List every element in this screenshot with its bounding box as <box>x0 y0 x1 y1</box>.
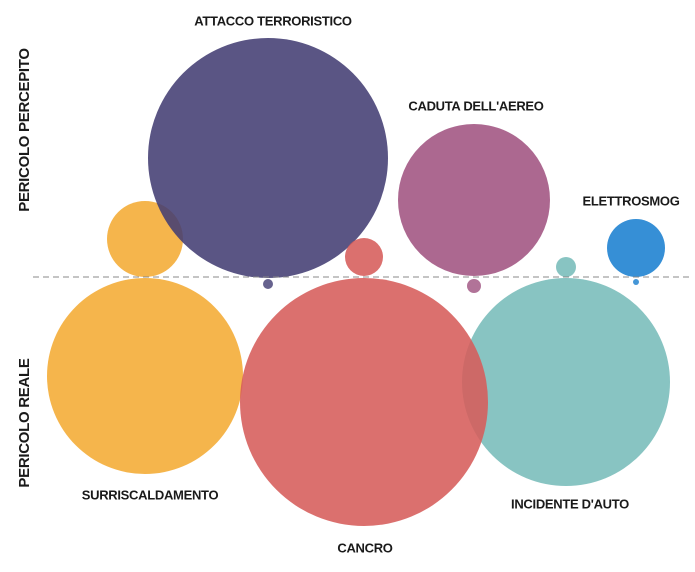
bubble-perceived <box>556 257 576 277</box>
bubble-perceived <box>345 238 383 276</box>
bubble-label: SURRISCALDAMENTO <box>82 487 219 502</box>
bubble-label: CADUTA DELL'AEREO <box>408 98 543 113</box>
bubble-real <box>633 279 639 285</box>
bubble-perceived <box>148 38 388 278</box>
bubble-perceived <box>107 201 183 277</box>
bubble-label: INCIDENTE D'AUTO <box>511 496 629 511</box>
bubble-label: CANCRO <box>337 540 392 555</box>
bubble-real <box>240 278 488 526</box>
bubble-label: ELETTROSMOG <box>582 193 679 208</box>
bubble-perceived <box>607 219 665 277</box>
bubble-label: ATTACCO TERRORISTICO <box>194 13 352 28</box>
bubble-perceived <box>398 124 550 276</box>
bubble-real <box>462 278 670 486</box>
bubble-real <box>47 278 243 474</box>
axis-label-top: PERICOLO PERCEPITO <box>16 48 33 212</box>
bubble-real <box>263 279 273 289</box>
axis-label-bottom: PERICOLO REALE <box>16 358 33 487</box>
bubble-real <box>467 279 481 293</box>
